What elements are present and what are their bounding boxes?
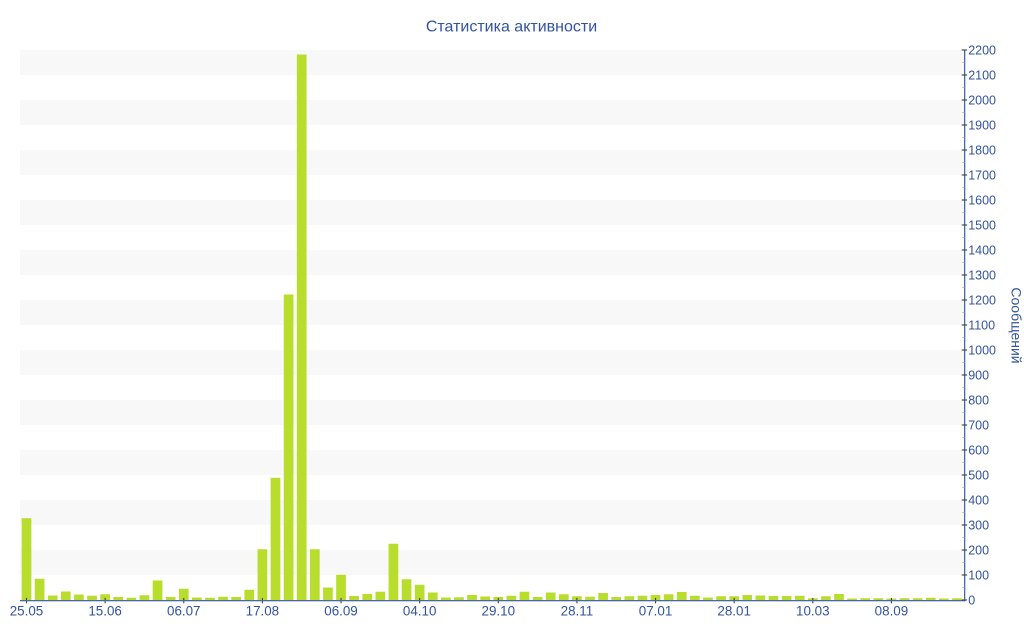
svg-text:Статистика активности: Статистика активности [426,19,597,36]
svg-text:1200: 1200 [968,294,996,308]
svg-text:1100: 1100 [968,319,995,333]
svg-text:25.05: 25.05 [10,604,44,619]
svg-text:06.09: 06.09 [324,604,358,619]
svg-text:Сообщений: Сообщений [1008,287,1024,363]
svg-text:1800: 1800 [968,144,996,158]
svg-text:800: 800 [968,394,989,408]
svg-text:500: 500 [968,469,989,483]
svg-text:1900: 1900 [968,119,996,133]
svg-text:08.09: 08.09 [875,604,909,619]
svg-text:04.10: 04.10 [403,604,437,619]
svg-text:1300: 1300 [968,269,996,283]
svg-text:2000: 2000 [968,94,996,108]
svg-text:10.03: 10.03 [796,604,830,619]
svg-text:29.10: 29.10 [482,604,516,619]
svg-text:06.07: 06.07 [167,604,201,619]
svg-text:07.01: 07.01 [639,604,673,619]
svg-text:1600: 1600 [968,194,996,208]
svg-text:2200: 2200 [968,44,996,58]
svg-text:400: 400 [968,494,989,508]
svg-text:28.11: 28.11 [561,604,594,619]
svg-text:100: 100 [968,569,989,583]
svg-text:1500: 1500 [968,219,996,233]
svg-text:1700: 1700 [968,169,996,183]
svg-text:2100: 2100 [968,69,996,83]
svg-text:15.06: 15.06 [88,604,122,619]
svg-text:200: 200 [968,544,989,558]
svg-text:17.08: 17.08 [246,604,280,619]
svg-text:600: 600 [968,444,989,458]
svg-text:900: 900 [968,369,989,383]
svg-text:1000: 1000 [968,344,996,358]
svg-text:700: 700 [968,419,989,433]
svg-text:0: 0 [968,594,975,608]
svg-text:1400: 1400 [968,244,996,258]
svg-text:300: 300 [968,519,989,533]
svg-text:28.01: 28.01 [717,604,751,619]
